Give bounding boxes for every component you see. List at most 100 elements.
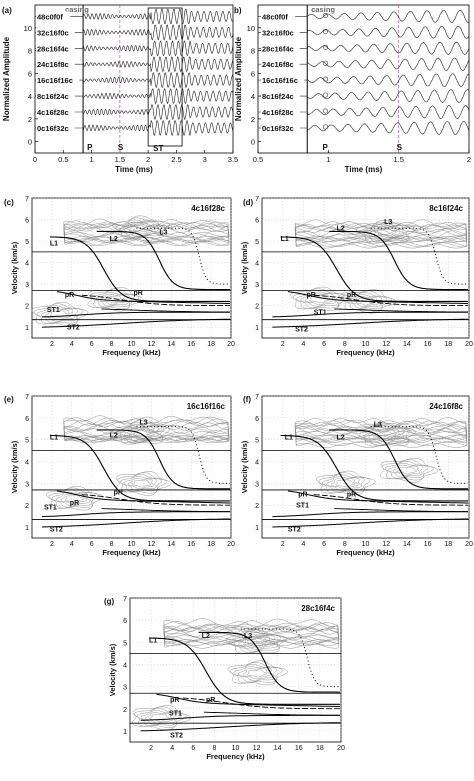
trace-label: 16c16f16c [262,76,298,85]
contour [117,472,168,494]
contour [233,633,278,652]
contour [36,305,79,323]
contour [294,420,468,448]
x-tick-label: 12 [253,745,261,752]
trace-label: 16c16f16c [37,76,73,85]
y-tick-label: 5 [123,640,127,647]
panel-letter: (a) [2,6,12,15]
x-tick-label: 20 [337,745,345,752]
contour [305,294,333,305]
x-tick-label: 2 [146,155,150,164]
y-tick-label: 5 [255,239,259,246]
contour [112,420,170,445]
y-tick-label: 6 [251,69,255,78]
x-tick-label: 2 [281,341,285,348]
contour [294,219,468,241]
trace-label: 28c16f4c [37,44,69,53]
x-tick-label: 1 [89,155,93,164]
mode-l1-curve [49,434,230,502]
mode-label: pR [65,292,74,299]
y-tick-label: 2 [255,503,259,510]
x-tick-label: 14 [167,341,175,348]
y-tick-label: 3 [25,282,29,289]
panel-title: 4c16f28c [191,204,225,213]
x-tick-label: 16 [187,341,195,348]
contour [149,714,170,722]
x-axis-label: Time (ms) [115,165,153,174]
contour [238,635,275,650]
x-tick-label: 14 [167,541,175,548]
x-tick-label: 0.5 [253,155,263,164]
panel-letter: (f) [243,395,251,404]
mode-pr-curve [56,490,230,504]
contour [112,215,170,240]
contour [129,222,156,234]
mode-l2-curve [96,429,230,490]
contour [45,309,73,320]
contour [115,471,172,496]
mode-label: L1 [50,240,58,247]
mode-label: pR [307,292,316,299]
x-tick-label: 0.5 [58,155,68,164]
s-label: S [118,143,124,152]
y-axis-label: Velocity (km/s) [10,440,19,493]
mode-label: L1 [281,236,289,243]
x-axis-label: Frequency (kHz) [102,348,161,357]
y-tick-label: 6 [25,416,29,423]
mode-label: pR [298,491,307,498]
x-tick-label: 3.5 [228,155,238,164]
contour [294,418,468,440]
x-tick-label: 2 [467,155,471,164]
contour [294,221,468,249]
mode-label: ST2 [67,324,80,331]
contour [123,476,158,491]
y-axis-label: Velocity (km/s) [240,440,249,493]
contour [359,424,410,446]
mode-st2-curve [140,722,340,732]
trace-label-bg [261,43,300,54]
trace-label: 32c16f0c [262,28,294,37]
y-tick-label: 6 [255,218,259,225]
y-tick-label: 4 [251,92,255,101]
contour [63,218,230,246]
contour [346,294,382,309]
x-tick-label: 18 [444,341,452,348]
y-tick-label: 2 [123,707,127,714]
mode-label: L2 [110,433,118,440]
x-tick-label: 16 [424,541,432,548]
x-axis-label: Frequency (kHz) [336,548,395,557]
contour [397,466,417,475]
contour [368,225,405,240]
y-tick-label: 1 [255,525,259,532]
contour [120,474,163,492]
trace-label-bg [261,27,300,38]
x-tick-label: 3 [203,155,207,164]
contour [56,491,91,507]
y-axis-label: Velocity (km/s) [240,241,249,294]
trace-label-bg [261,91,300,102]
panel-letter: (c) [4,198,14,207]
y-axis-label: Velocity (km/s) [108,643,117,696]
x-tick-label: 8 [343,541,347,548]
contour [376,228,397,237]
contour [134,706,187,728]
contour [63,416,230,443]
y-tick-label: 2 [25,503,29,510]
x-tick-label: 10 [128,341,136,348]
trace-label: 4c16f28c [262,108,294,117]
contour [326,476,362,491]
y-tick-label: 2 [251,115,255,124]
trace-label-bg [261,107,300,118]
x-axis-label: Frequency (kHz) [102,548,161,557]
mode-label: ST2 [288,526,301,533]
trace-label: 8c16f24c [37,92,69,101]
x-tick-label: 10 [362,541,370,548]
trace-label-bg [261,122,300,133]
contour [225,629,287,654]
contour [119,219,162,238]
mode-pr-curve [56,291,230,304]
x-tick-label: 12 [382,541,390,548]
